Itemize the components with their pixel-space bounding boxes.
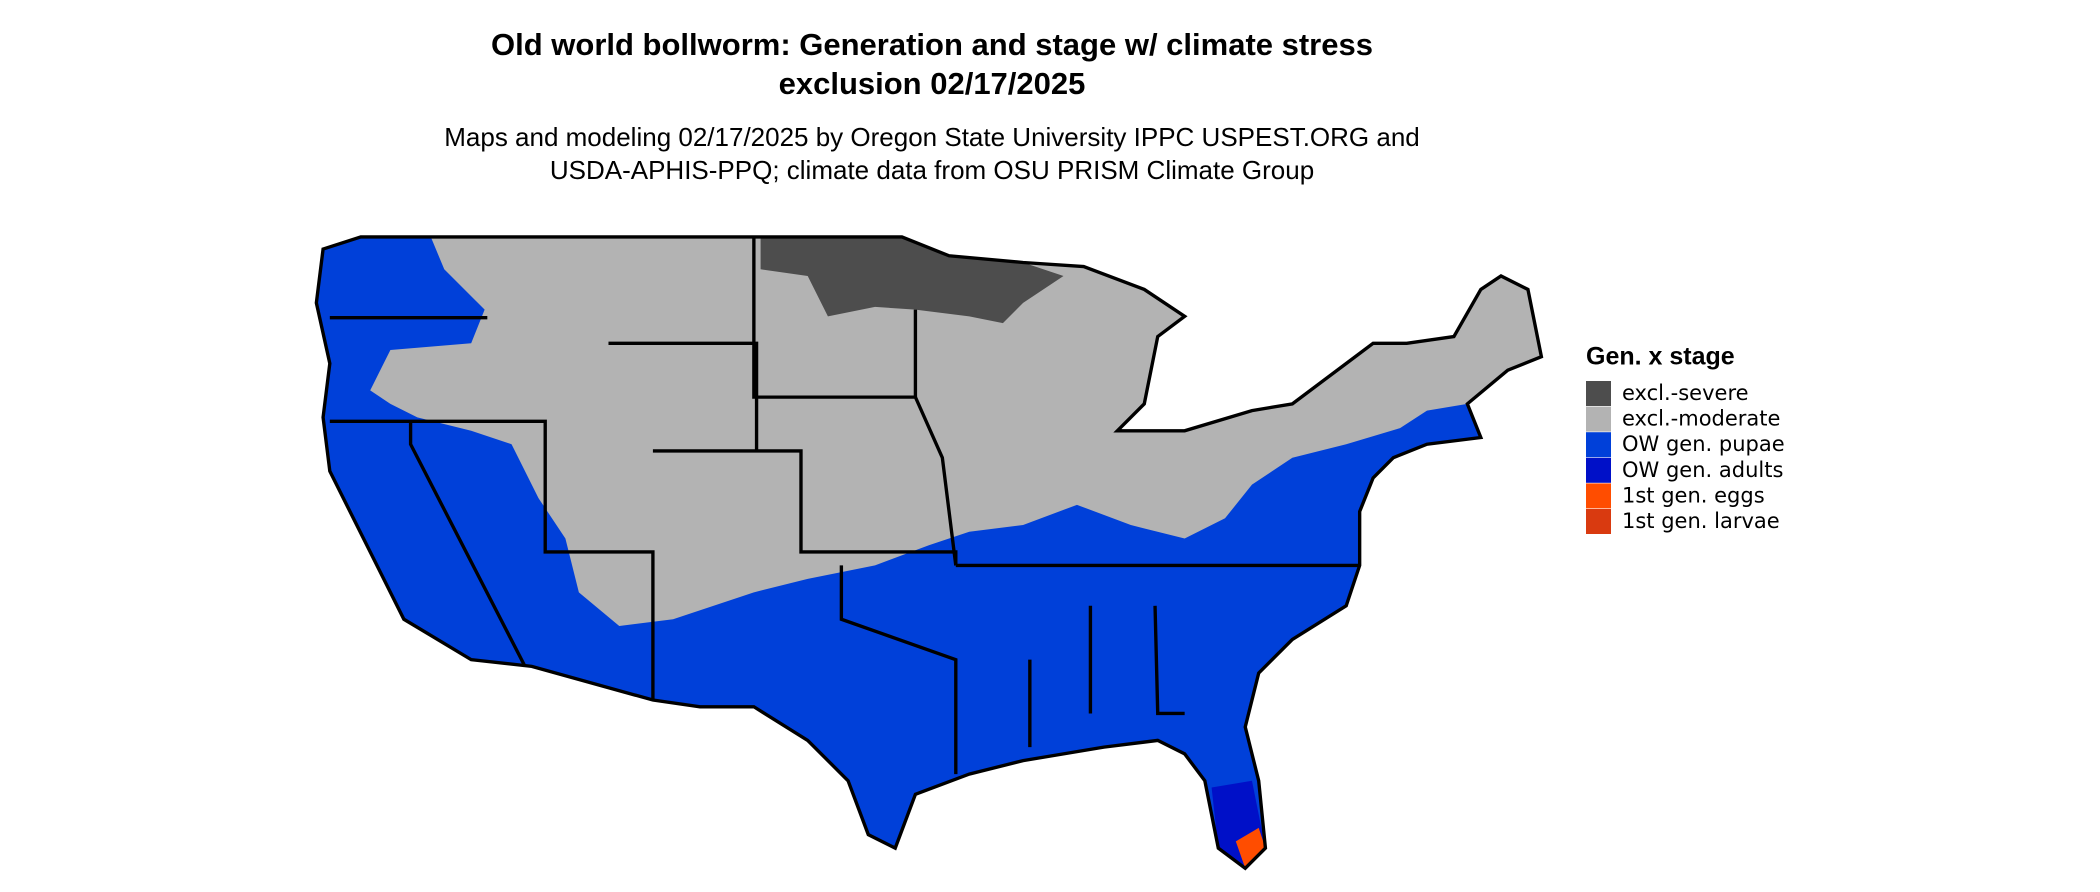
exclusion-moderate-region [370, 236, 1542, 626]
legend-label: excl.-moderate [1622, 407, 1780, 431]
first-gen-region [1235, 827, 1266, 869]
legend-title: Gen. x stage [1586, 343, 1735, 371]
subtitle: USDA-APHIS-PPQ; climate data from OSU PR… [550, 155, 1314, 185]
legend-label: OW gen. pupae [1622, 432, 1785, 456]
legend-label: 1st gen. eggs [1622, 483, 1765, 507]
title: Old world bollworm: Generation and stage… [491, 27, 1373, 62]
legend-swatch [1586, 457, 1611, 483]
legend-swatch [1586, 381, 1611, 406]
legend-swatch [1586, 509, 1611, 534]
legend-label: OW gen. adults [1622, 458, 1783, 482]
legend-swatch [1586, 432, 1611, 458]
exclusion-severe-region [760, 236, 1064, 324]
legend-label: 1st gen. larvae [1622, 509, 1780, 533]
legend-label: excl.-severe [1622, 381, 1749, 405]
title: exclusion 02/17/2025 [779, 66, 1086, 101]
map [314, 235, 1544, 871]
state-borders [314, 235, 1544, 871]
legend-swatch [1586, 483, 1611, 509]
legend-swatch [1586, 406, 1611, 432]
subtitle: Maps and modeling 02/17/2025 by Oregon S… [444, 122, 1420, 152]
